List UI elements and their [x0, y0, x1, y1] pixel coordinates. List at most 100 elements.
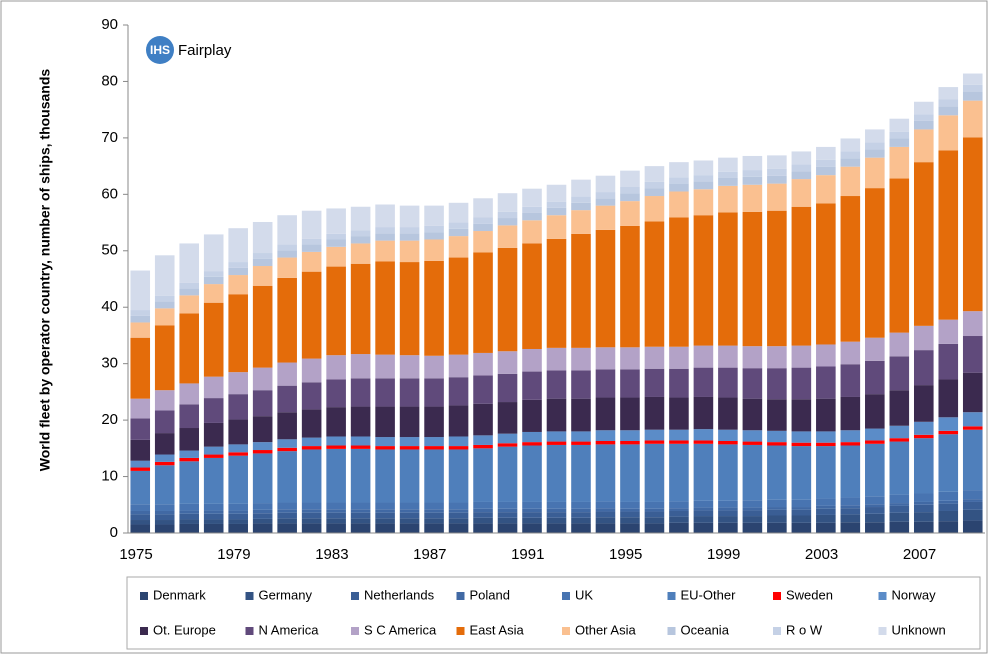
bar-segment — [154, 410, 175, 434]
bar-segment — [938, 99, 959, 107]
bar-segment — [473, 198, 493, 218]
bar-segment — [767, 499, 787, 508]
legend-swatch — [667, 592, 676, 600]
bar-segment — [522, 220, 542, 244]
bar-segment — [938, 430, 959, 435]
bar-segment — [350, 509, 371, 513]
bar-segment — [865, 522, 885, 533]
bar-segment — [130, 514, 151, 521]
bar-segment — [840, 505, 861, 509]
bar-segment — [767, 368, 787, 400]
bar-segment — [693, 175, 714, 182]
bar-segment — [448, 228, 469, 237]
bar-segment — [938, 503, 959, 511]
bar-segment — [791, 515, 812, 523]
bar-segment — [448, 405, 469, 437]
bar-segment — [718, 510, 738, 517]
bar-segment — [497, 247, 518, 352]
bar-segment — [350, 502, 371, 510]
bar-segment — [644, 196, 665, 222]
legend-swatch — [351, 592, 359, 600]
bar-segment — [375, 261, 395, 355]
bar-segment — [301, 437, 322, 447]
bar-segment — [497, 211, 518, 219]
bar-segment — [620, 186, 640, 194]
legend-swatch — [140, 627, 148, 635]
logo-mark: IHS — [150, 43, 170, 57]
y-tick-label: 20 — [101, 411, 118, 428]
bar-segment — [595, 523, 616, 533]
bar-segment — [277, 277, 297, 363]
bar-segment — [767, 430, 787, 443]
legend-label: Poland — [470, 587, 510, 602]
bar-segment — [375, 518, 395, 524]
bar-segment — [865, 360, 885, 395]
legend-label: R o W — [786, 622, 823, 637]
bar-segment — [546, 444, 567, 502]
bar-segment — [693, 189, 714, 216]
bar-segment — [252, 367, 273, 391]
legend-label: Unknown — [892, 622, 946, 637]
bar-segment — [889, 441, 910, 495]
bar-segment — [669, 368, 689, 398]
bar-segment — [962, 336, 983, 373]
bar-segment — [865, 507, 885, 514]
bar-segment — [473, 252, 493, 353]
bar-segment — [424, 523, 444, 533]
bar-segment — [203, 510, 224, 514]
bar-segment — [693, 160, 714, 176]
bar-segment — [693, 215, 714, 346]
bar-segment — [644, 443, 665, 502]
bar-segment — [693, 510, 714, 517]
bar-segment — [693, 440, 714, 444]
bar-segment — [571, 233, 591, 348]
bar-segment — [473, 512, 493, 518]
bar-segment — [277, 412, 297, 440]
bar-segment — [938, 500, 959, 504]
bar-segment — [693, 522, 714, 533]
bar-segment — [620, 347, 640, 370]
bar-segment — [595, 397, 616, 431]
bar-segment — [962, 520, 983, 533]
bar-segment — [448, 257, 469, 355]
bar-segment — [718, 397, 738, 430]
bar-segment — [546, 431, 567, 442]
bar-segment — [228, 452, 248, 456]
bar-segment — [865, 129, 885, 143]
bar-segment — [816, 505, 836, 509]
bar-segment — [889, 390, 910, 426]
bar-segment — [962, 137, 983, 312]
bar-segment — [913, 385, 934, 422]
bar-segment — [203, 276, 224, 285]
bar-segment — [326, 512, 346, 519]
bar-segment — [301, 512, 322, 519]
bar-segment — [154, 461, 175, 466]
bar-segment — [424, 446, 444, 450]
bar-segment — [154, 520, 175, 525]
bar-segment — [938, 434, 959, 492]
bar-segment — [620, 170, 640, 187]
bar-segment — [693, 443, 714, 501]
y-tick-label: 90 — [101, 16, 118, 33]
bar-segment — [595, 501, 616, 509]
bar-segment — [962, 311, 983, 337]
bar-segment — [816, 146, 836, 160]
bar-segment — [816, 159, 836, 167]
bar-segment — [669, 440, 689, 444]
bar-segment — [620, 225, 640, 348]
bar-segment — [962, 429, 983, 491]
bar-segment — [816, 203, 836, 345]
bar-segment — [326, 246, 346, 267]
bar-segment — [889, 438, 910, 442]
bar-segment — [375, 437, 395, 447]
bar-segment — [375, 378, 395, 407]
bar-segment — [791, 151, 812, 165]
bar-segment — [913, 162, 934, 326]
y-tick-label: 30 — [101, 355, 118, 372]
bar-segment — [154, 255, 175, 296]
bar-segment — [228, 228, 248, 263]
bar-segment — [130, 467, 151, 471]
bar-segment — [718, 444, 738, 501]
bar-segment — [301, 409, 322, 438]
bar-segment — [620, 508, 640, 512]
